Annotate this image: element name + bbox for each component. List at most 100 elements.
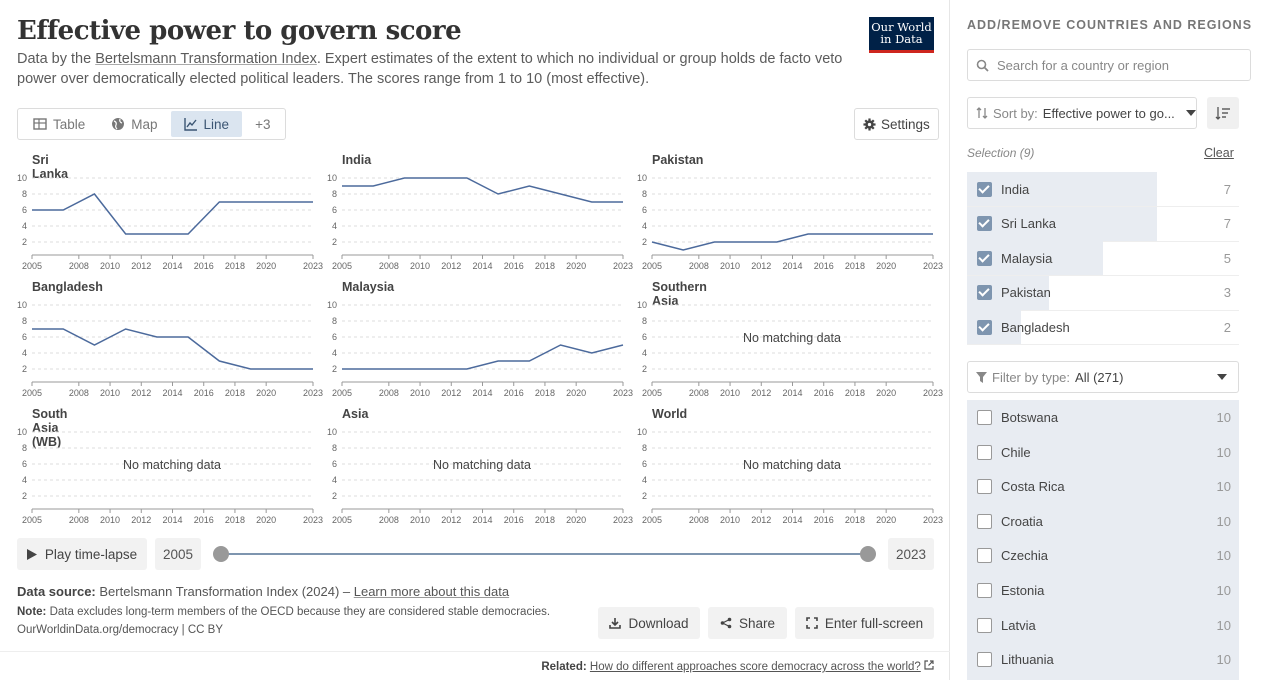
y-tick-label: 10	[327, 300, 337, 310]
item-label: Lithuania	[1001, 652, 1054, 668]
play-timelapse-button[interactable]: Play time-lapse	[17, 538, 147, 570]
checkbox-unchecked[interactable]	[977, 479, 992, 495]
tab-line[interactable]: Line	[170, 111, 243, 137]
search-input[interactable]	[997, 57, 1237, 73]
x-tick-label: 2016	[194, 515, 214, 525]
available-item[interactable]: Latvia 10	[967, 608, 1239, 643]
x-tick-label: 2012	[441, 388, 461, 398]
item-label: Croatia	[1001, 513, 1043, 529]
series-line	[342, 177, 623, 203]
item-label: Sri Lanka	[1001, 216, 1056, 232]
x-tick-label: 2014	[162, 388, 182, 398]
end-handle[interactable]	[860, 546, 876, 562]
x-tick-label: 2008	[689, 261, 709, 271]
tab-more-label: +3	[255, 116, 271, 132]
x-tick-label: 2008	[379, 515, 399, 525]
owid-logo[interactable]: Our World in Data	[869, 17, 934, 53]
available-item[interactable]: Czechia 10	[967, 538, 1239, 573]
tab-map[interactable]: Map	[98, 111, 170, 137]
x-tick-label: 2005	[22, 261, 42, 271]
x-tick-label: 2008	[69, 388, 89, 398]
chart-url[interactable]: OurWorldinData.org/democracy | CC BY	[17, 624, 224, 636]
item-label: Malaysia	[1001, 250, 1053, 266]
sort-descending-icon	[1215, 107, 1230, 120]
filter-dropdown[interactable]: Filter by type: All (271)	[967, 361, 1239, 393]
selected-item[interactable]: Pakistan 3	[967, 275, 1239, 311]
timeline-track[interactable]	[221, 553, 868, 555]
series-line	[32, 328, 313, 370]
checkbox-unchecked[interactable]	[977, 444, 992, 460]
y-tick-label: 8	[22, 316, 27, 326]
x-tick-label: 2023	[613, 388, 633, 398]
x-tick-label: 2018	[535, 515, 555, 525]
available-item[interactable]: Botswana 10	[967, 400, 1239, 435]
start-year-box[interactable]: 2005	[155, 538, 201, 570]
x-tick-label: 2014	[782, 388, 802, 398]
checkbox-unchecked[interactable]	[977, 548, 992, 564]
available-item[interactable]: Costa Rica 10	[967, 469, 1239, 504]
share-button[interactable]: Share	[708, 607, 787, 639]
facet-title: World	[652, 407, 688, 421]
selected-item[interactable]: Sri Lanka 7	[967, 206, 1239, 242]
globe-icon	[112, 118, 125, 130]
y-tick-label: 8	[642, 189, 647, 199]
no-data-label: No matching data	[433, 458, 531, 472]
facet-title: India	[342, 153, 372, 167]
checkbox-unchecked[interactable]	[977, 513, 992, 529]
item-value: 10	[1216, 410, 1231, 425]
available-item[interactable]: Croatia 10	[967, 504, 1239, 539]
x-tick-label: 2023	[303, 515, 323, 525]
item-label: Botswana	[1001, 410, 1059, 425]
tab-table[interactable]: Table	[20, 111, 98, 137]
start-handle[interactable]	[213, 546, 229, 562]
logo-line-2: in Data	[880, 32, 923, 46]
checkbox-unchecked[interactable]	[977, 410, 992, 425]
y-tick-label: 6	[22, 332, 27, 342]
x-tick-label: 2020	[876, 515, 896, 525]
selected-item[interactable]: Bangladesh 2	[967, 310, 1239, 346]
checkbox-unchecked[interactable]	[977, 617, 992, 633]
y-tick-label: 10	[17, 173, 27, 183]
sort-direction-button[interactable]	[1207, 97, 1239, 129]
x-tick-label: 2005	[22, 388, 42, 398]
sort-dropdown[interactable]: Sort by: Effective power to go...	[967, 97, 1197, 129]
checkbox-unchecked[interactable]	[977, 583, 992, 598]
selected-item[interactable]: India 7	[967, 172, 1239, 207]
checkbox-checked[interactable]	[977, 319, 992, 335]
facet-title: Bangladesh	[32, 280, 103, 294]
checkbox-checked[interactable]	[977, 181, 992, 197]
related-link[interactable]: How do different approaches score democr…	[589, 661, 921, 673]
selected-item[interactable]: Malaysia 5	[967, 241, 1239, 277]
download-icon	[609, 618, 622, 629]
end-year-box[interactable]: 2023	[888, 538, 934, 570]
available-item[interactable]: Lithuania 10	[967, 642, 1239, 677]
clear-button[interactable]: Clear	[1204, 146, 1234, 160]
tab-more[interactable]: +3	[242, 111, 283, 137]
timeline: Play time-lapse 2005 2023	[17, 538, 934, 570]
checkbox-checked[interactable]	[977, 285, 992, 301]
facet-title: Sri Lanka	[32, 153, 69, 181]
x-tick-label: 2012	[131, 515, 151, 525]
available-item[interactable]: Chile 10	[967, 435, 1239, 470]
checkbox-checked[interactable]	[977, 216, 992, 232]
checkbox-checked[interactable]	[977, 250, 992, 266]
note-text: Data excludes long-term members of the O…	[49, 606, 551, 618]
fullscreen-button[interactable]: Enter full-screen	[795, 607, 934, 639]
source-link[interactable]: Bertelsmann Transformation Index	[95, 51, 317, 67]
chart-panel: Effective power to govern score Data by …	[0, 0, 950, 680]
x-tick-label: 2010	[100, 515, 120, 525]
checkbox-unchecked[interactable]	[977, 652, 992, 668]
x-tick-label: 2008	[379, 388, 399, 398]
y-tick-label: 8	[332, 443, 337, 453]
download-button[interactable]: Download	[598, 607, 700, 639]
chevron-down-icon	[1185, 110, 1196, 116]
x-tick-label: 2014	[782, 261, 802, 271]
x-tick-label: 2012	[131, 388, 151, 398]
item-label: Estonia	[1001, 583, 1045, 598]
settings-button[interactable]: Settings	[854, 108, 939, 140]
view-tabs: Table Map Line +3	[17, 108, 287, 140]
available-item[interactable]: Estonia 10	[967, 573, 1239, 608]
x-tick-label: 2010	[410, 388, 430, 398]
learn-more-link[interactable]: Learn more about this data	[353, 584, 510, 599]
available-list: Botswana 10 Chile 10 Costa Rica 10 Croatia 10 Cz…	[967, 400, 1239, 680]
